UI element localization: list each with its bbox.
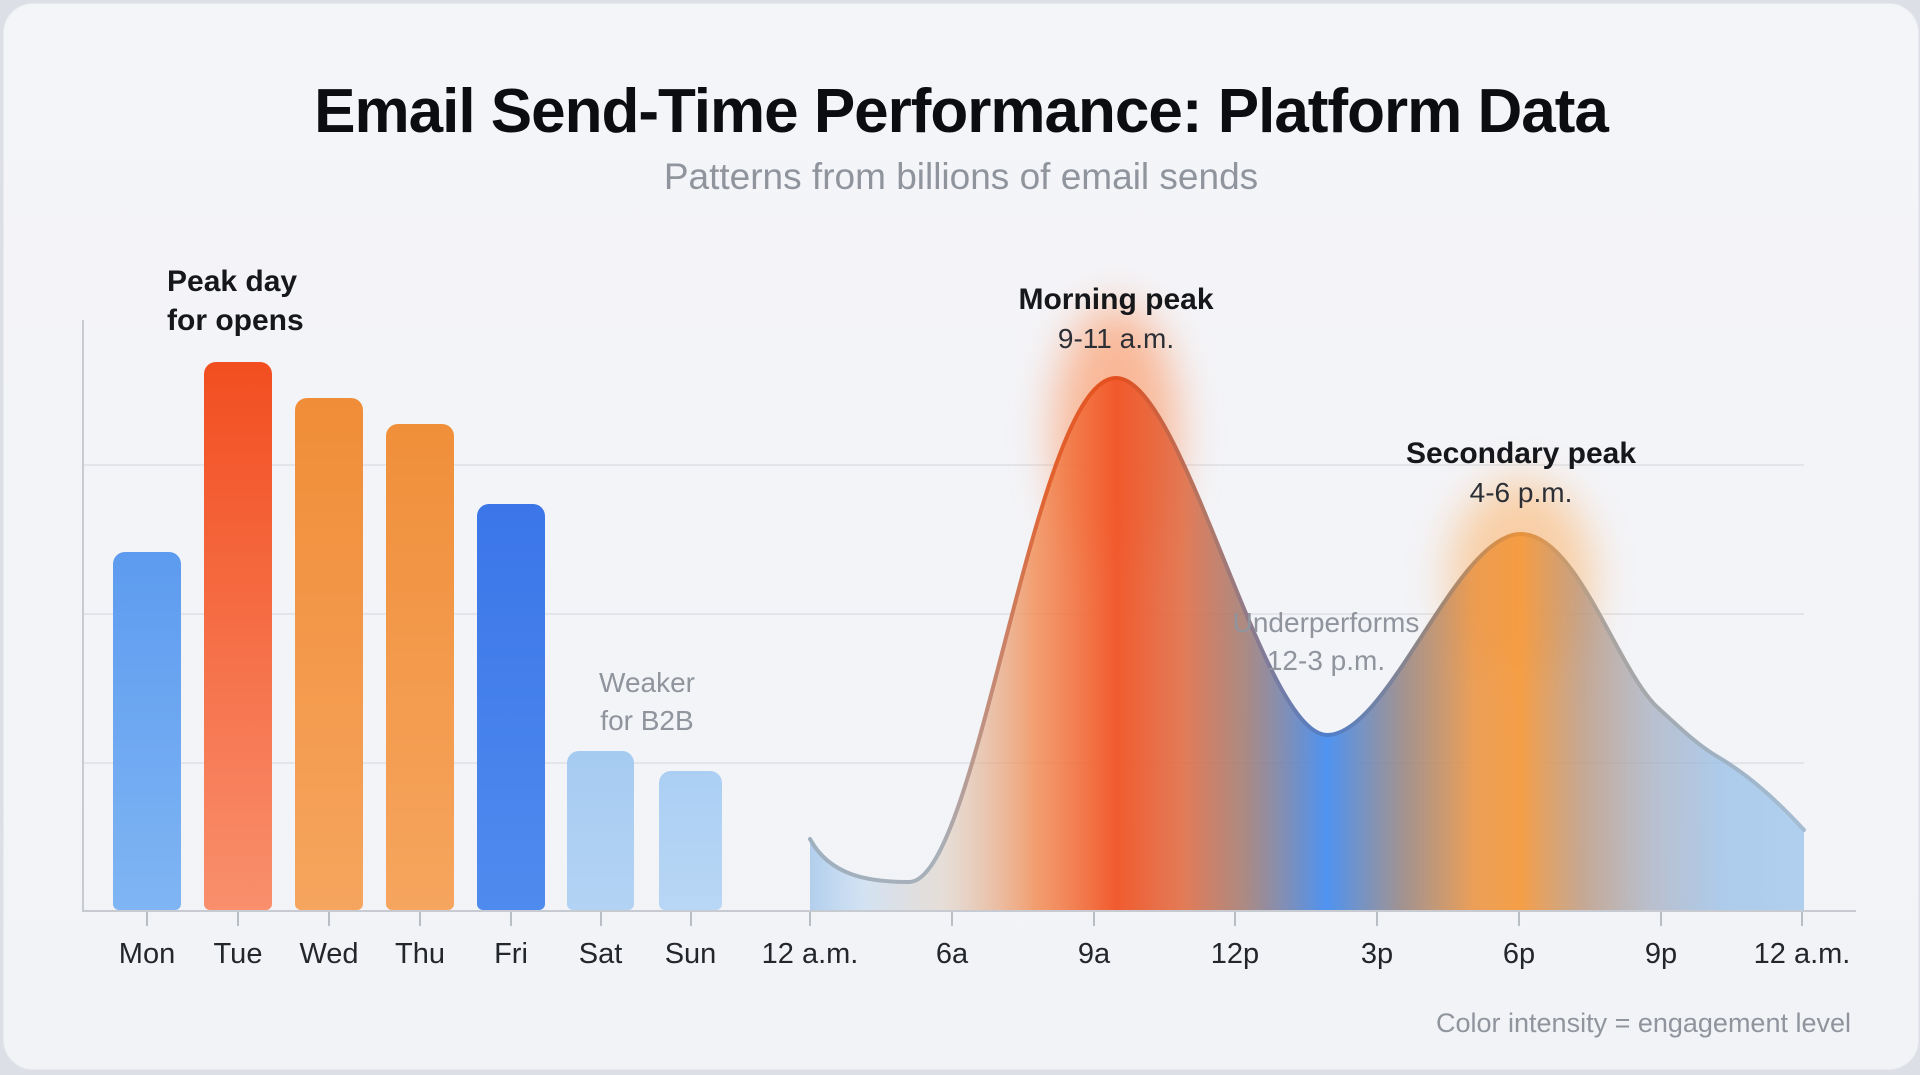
secondary-peak-sub: 4-6 p.m. — [1469, 477, 1573, 508]
time-tick — [809, 912, 811, 926]
bar-fri — [477, 504, 545, 910]
day-label-mon: Mon — [118, 938, 176, 970]
time-label: 3p — [1360, 938, 1394, 970]
day-label-wed: Wed — [299, 938, 359, 970]
y-axis-line — [82, 320, 84, 910]
day-tick — [237, 912, 239, 926]
time-label: 9a — [1077, 938, 1111, 970]
secondary-peak-title: Secondary peak — [1405, 437, 1637, 470]
hourly-area-chart — [808, 304, 1806, 910]
underperforms-sub: 12-3 p.m. — [1266, 645, 1386, 676]
day-tick — [328, 912, 330, 926]
day-label-thu: Thu — [395, 938, 445, 970]
day-tick — [510, 912, 512, 926]
time-label: 12 a.m. — [1753, 938, 1851, 970]
time-tick — [1660, 912, 1662, 926]
annotation-secondary-peak: Secondary peak 4-6 p.m. — [1406, 434, 1636, 512]
day-label-sat: Sat — [578, 938, 623, 970]
day-tick — [146, 912, 148, 926]
bar-thu — [386, 424, 454, 910]
bar-sun — [659, 771, 722, 910]
time-label: 6p — [1502, 938, 1536, 970]
area-stroke-path — [808, 375, 1806, 885]
time-tick — [1376, 912, 1378, 926]
page-subtitle: Patterns from billions of email sends — [663, 156, 1259, 197]
time-tick — [1518, 912, 1520, 926]
underperforms-title: Underperforms — [1232, 607, 1420, 638]
time-tick — [951, 912, 953, 926]
annotation-morning-peak: Morning peak 9-11 a.m. — [1018, 280, 1213, 358]
day-tick — [689, 912, 692, 926]
time-tick — [1093, 912, 1095, 926]
day-tick — [599, 912, 602, 926]
color-intensity-footnote: Color intensity = engagement level — [1436, 1008, 1851, 1038]
annotation-weaker-b2b: Weaker for B2B — [599, 667, 695, 736]
time-label: 6a — [935, 938, 969, 970]
gridline — [82, 613, 1804, 615]
annotation-underperforms: Underperforms 12-3 p.m. — [1233, 604, 1420, 680]
page-title: Email Send-Time Performance: Platform Da… — [314, 77, 1609, 146]
gridline — [82, 464, 1804, 466]
gridline — [82, 762, 1804, 764]
bar-wed — [295, 398, 363, 910]
x-axis-line — [82, 910, 1856, 912]
time-tick — [1801, 912, 1803, 926]
bar-mon — [113, 552, 181, 910]
bar-sat — [567, 751, 634, 910]
day-tick — [419, 912, 421, 926]
time-label: 12p — [1210, 938, 1260, 970]
day-label-sun: Sun — [664, 938, 717, 970]
day-label-fri: Fri — [494, 938, 528, 970]
morning-peak-title: Morning peak — [1018, 283, 1214, 316]
bar-tue — [204, 362, 272, 910]
chart-card: Email Send-Time Performance: Platform Da… — [3, 3, 1919, 1070]
day-label-tue: Tue — [213, 938, 263, 970]
area-fill-path — [810, 378, 1804, 910]
annotation-peak-day: Peak day for opens — [167, 265, 304, 337]
time-label: 12 a.m. — [761, 938, 859, 970]
morning-peak-sub: 9-11 a.m. — [1057, 323, 1175, 354]
time-tick — [1234, 912, 1236, 926]
time-label: 9p — [1644, 938, 1678, 970]
